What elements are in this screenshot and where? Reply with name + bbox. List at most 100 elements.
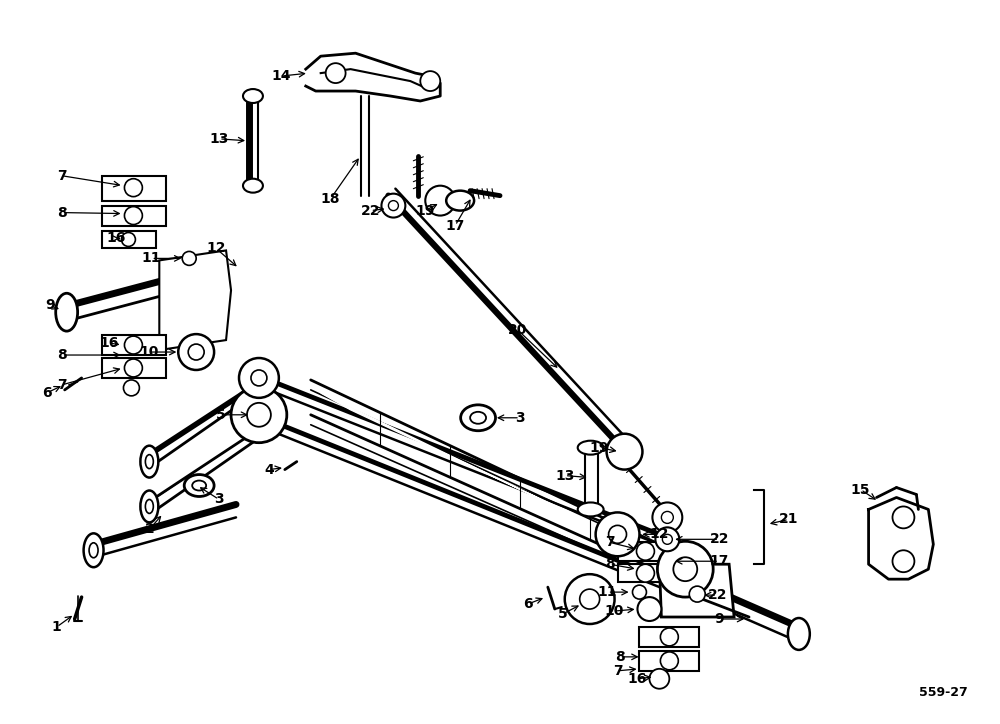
Circle shape (609, 526, 627, 543)
Polygon shape (639, 627, 699, 647)
Text: 3: 3 (515, 411, 525, 425)
Ellipse shape (140, 490, 158, 523)
Circle shape (188, 344, 204, 360)
Circle shape (660, 652, 678, 670)
Text: 4: 4 (264, 463, 274, 476)
Polygon shape (659, 564, 734, 617)
Text: 22: 22 (707, 588, 727, 602)
Polygon shape (291, 415, 669, 574)
Circle shape (652, 502, 682, 532)
Circle shape (182, 251, 196, 266)
Polygon shape (321, 393, 669, 559)
Text: 22: 22 (361, 203, 380, 218)
Polygon shape (618, 564, 674, 582)
Text: 7: 7 (613, 664, 622, 678)
Circle shape (326, 63, 346, 83)
Circle shape (689, 586, 705, 602)
Text: 8: 8 (57, 348, 67, 362)
Text: 8: 8 (605, 557, 614, 571)
Text: 7: 7 (57, 169, 67, 182)
Text: 16: 16 (107, 232, 126, 245)
Text: 19: 19 (416, 203, 435, 218)
Circle shape (124, 336, 142, 354)
Ellipse shape (470, 412, 486, 424)
Text: 8: 8 (615, 650, 624, 664)
Text: 16: 16 (100, 336, 119, 350)
Circle shape (239, 358, 279, 398)
Circle shape (247, 403, 271, 426)
Polygon shape (291, 350, 669, 544)
Polygon shape (102, 206, 166, 225)
Ellipse shape (578, 502, 604, 516)
Polygon shape (102, 335, 166, 355)
Text: 13: 13 (209, 132, 229, 146)
Circle shape (425, 185, 455, 216)
Text: 20: 20 (508, 323, 528, 337)
Text: 14: 14 (271, 69, 291, 83)
Polygon shape (149, 390, 261, 502)
Ellipse shape (243, 89, 263, 103)
Text: 7: 7 (605, 535, 614, 550)
Circle shape (660, 628, 678, 646)
Circle shape (892, 507, 914, 529)
Circle shape (231, 387, 287, 442)
Circle shape (124, 359, 142, 377)
Text: 21: 21 (779, 513, 799, 526)
Text: 9: 9 (714, 612, 724, 626)
Circle shape (420, 71, 440, 91)
Text: 6: 6 (523, 597, 533, 611)
Circle shape (661, 511, 673, 523)
Ellipse shape (145, 455, 153, 468)
Text: 11: 11 (142, 251, 161, 266)
Ellipse shape (145, 500, 153, 513)
Polygon shape (159, 251, 231, 350)
Ellipse shape (56, 293, 78, 331)
Text: 10: 10 (605, 604, 624, 618)
Polygon shape (102, 358, 166, 378)
Circle shape (580, 589, 600, 609)
Text: 13: 13 (555, 468, 574, 483)
Circle shape (178, 334, 214, 370)
Circle shape (124, 179, 142, 197)
Circle shape (124, 206, 142, 224)
Text: 6: 6 (42, 386, 52, 400)
Text: 22: 22 (709, 532, 729, 547)
Text: 8: 8 (57, 206, 67, 219)
Ellipse shape (243, 179, 263, 193)
Text: 19: 19 (590, 441, 609, 455)
Text: 16: 16 (628, 672, 647, 686)
Circle shape (388, 201, 398, 211)
Text: 2: 2 (144, 522, 154, 536)
Text: 559-27: 559-27 (919, 686, 968, 699)
Text: 7: 7 (57, 378, 67, 392)
Ellipse shape (461, 405, 496, 431)
Text: 15: 15 (851, 482, 870, 497)
Circle shape (123, 380, 139, 396)
Text: 5: 5 (216, 408, 226, 422)
Text: 17: 17 (709, 555, 729, 568)
Ellipse shape (140, 446, 158, 478)
Circle shape (251, 370, 267, 386)
Circle shape (636, 542, 654, 560)
Polygon shape (102, 230, 156, 248)
Ellipse shape (578, 441, 604, 455)
Circle shape (636, 564, 654, 582)
Text: 12: 12 (206, 241, 226, 256)
Circle shape (121, 232, 135, 246)
Polygon shape (618, 542, 674, 561)
Text: 9: 9 (45, 298, 55, 312)
Circle shape (607, 434, 642, 470)
Circle shape (381, 193, 405, 217)
Polygon shape (102, 176, 166, 201)
Ellipse shape (89, 543, 98, 557)
Text: 18: 18 (321, 192, 340, 206)
Circle shape (596, 513, 639, 556)
Text: 11: 11 (598, 585, 617, 599)
Text: 12: 12 (650, 527, 669, 542)
Circle shape (657, 542, 713, 597)
Circle shape (662, 534, 672, 544)
Circle shape (649, 669, 669, 689)
Text: 5: 5 (558, 607, 568, 621)
Circle shape (655, 527, 679, 551)
Circle shape (632, 585, 646, 599)
